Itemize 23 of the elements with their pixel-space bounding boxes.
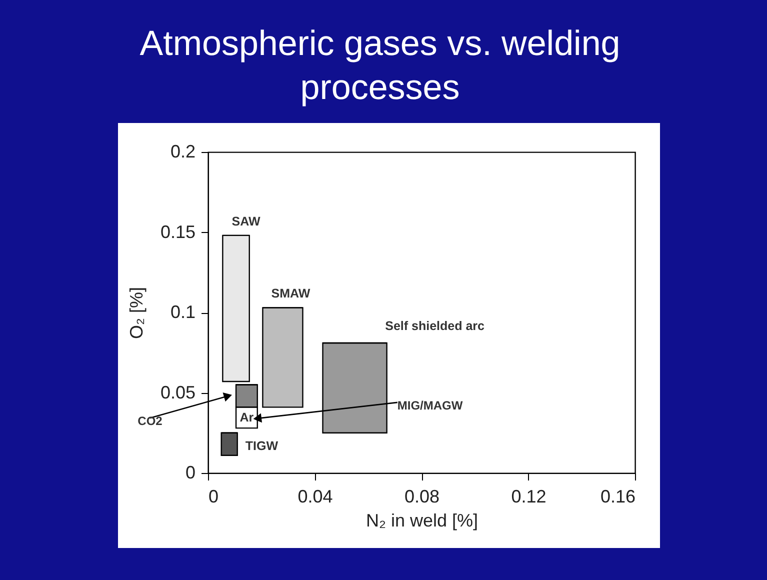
x-tick-label: 0.08 (404, 486, 440, 506)
x-tick-label: 0.16 (600, 486, 636, 506)
annotation: MIG/MAGW (397, 398, 464, 412)
x-tick-label: 0.12 (511, 486, 546, 506)
bar (220, 432, 238, 456)
bar (262, 307, 304, 408)
text: CO2 (138, 414, 163, 428)
y-tick-label: 0.15 (160, 222, 196, 242)
series-label: TIGW (245, 439, 278, 454)
series-label: SAW (232, 214, 260, 228)
chart-title: Atmospheric gases vs. welding processes (138, 23, 622, 109)
bar (222, 234, 250, 382)
x-tick-label: 0.04 (298, 486, 333, 506)
series-label: Self shielded arc (385, 318, 484, 333)
y-tick-label: 0 (185, 462, 196, 482)
x-axis-title: N₂ in weld [%] (366, 510, 478, 530)
y-axis-title: O₂ [%] (126, 287, 146, 339)
y-tick-label: 0.05 (160, 382, 196, 402)
series-label: SMAW (271, 286, 310, 301)
y-tick-label: 0.2 (170, 142, 196, 162)
x-tick-label: 0 (208, 486, 219, 506)
y-tick-label: 0.1 (170, 302, 196, 322)
legend-label: Ar (240, 410, 254, 425)
